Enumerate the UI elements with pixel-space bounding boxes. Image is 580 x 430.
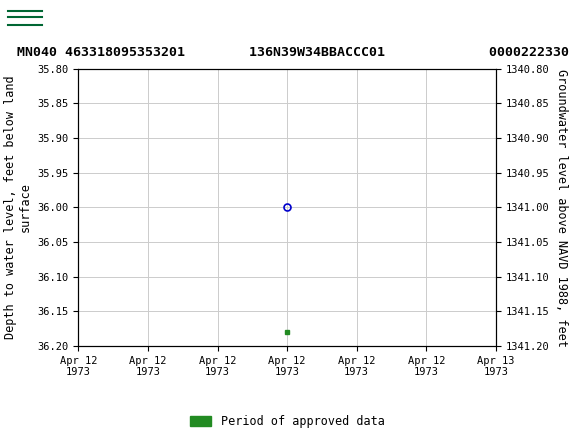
Y-axis label: Depth to water level, feet below land
surface: Depth to water level, feet below land su… bbox=[4, 76, 32, 339]
Text: MN040 463318095353201        136N39W34BBACCC01             0000222330: MN040 463318095353201 136N39W34BBACCC01 … bbox=[17, 46, 570, 58]
FancyBboxPatch shape bbox=[5, 5, 45, 34]
Legend: Period of approved data: Period of approved data bbox=[185, 410, 389, 430]
Y-axis label: Groundwater level above NAVD 1988, feet: Groundwater level above NAVD 1988, feet bbox=[555, 68, 568, 347]
Text: USGS: USGS bbox=[49, 10, 104, 28]
